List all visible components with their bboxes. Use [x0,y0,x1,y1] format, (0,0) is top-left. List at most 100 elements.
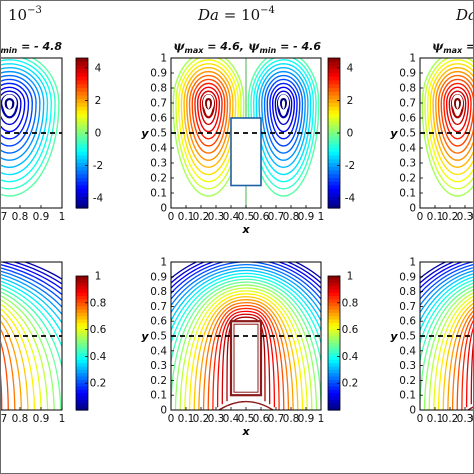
colorbar-segment [328,118,340,123]
colorbar-tick-label: -2 [93,160,103,172]
y-tick-label: 0 [160,405,167,417]
y-tick-label: 0 [409,405,416,417]
vortex-core [2,94,17,112]
colorbar-segment [76,170,88,175]
x-tick-label: 0 [168,211,175,223]
colorbar-segment [328,125,340,130]
colorbar-tick-label: 2 [95,95,102,107]
streamline [424,58,474,189]
column-titles: 10−3Da = 10−4Da [8,5,474,24]
colorbar-tick-label: 0 [95,128,102,140]
axes-box [0,57,63,209]
colorbar-segment [328,393,340,398]
colorbar-segment [328,65,340,70]
colorbar-segment [76,155,88,160]
colorbar-segment [76,356,88,361]
colorbar-tick-label: -4 [93,193,104,205]
colorbar-segment [76,403,88,408]
panel-isotherms-2: 0 0.10.20.30.40.50.60.70.80.9 100.10.20.30… [141,257,324,439]
x-tick-label: 0.9 [33,211,50,223]
isotherm [465,324,474,408]
colorbar-tick-label: 0.4 [90,351,107,363]
y-tick-label: 0.6 [150,113,167,125]
streamline [0,63,49,176]
x-tick-label: 0.1 [427,211,444,223]
y-tick-label: 0.8 [399,83,416,95]
y-tick-label: 0.4 [399,345,416,357]
isotherm [433,295,474,410]
y-tick-label: 0.2 [399,173,416,185]
colorbar-tick-label: 0.6 [342,324,359,336]
colorbar-2: 4 2 0 -2 -4 [327,57,356,209]
colorbar-segment [76,289,88,294]
colorbar-segment [328,144,340,149]
vortex-core [452,94,463,112]
y-tick-label: 0 [160,203,167,215]
colorbar-tick-label: 0.8 [90,297,107,309]
colorbar-segment [328,406,340,411]
isotherm [226,316,266,402]
streamline [255,63,312,175]
colorbar-tick-label: -2 [345,160,355,172]
colorbar-segment [76,65,88,70]
isotherm [0,294,55,410]
x-tick-label: 0.9 [298,413,315,425]
x-tick-label: 0.2 [193,413,210,425]
streamline [0,90,22,126]
colorbar-segment [76,129,88,134]
colorbar-segment [328,379,340,384]
heated-block [229,320,263,397]
colorbar-segment [328,140,340,145]
isotherm [0,283,62,350]
x-tick-label: 0.7 [0,413,7,425]
colorbar-segment [76,189,88,194]
colorbar-tick-label: 4 [347,62,354,74]
x-tick-label: 0.8 [12,211,29,223]
colorbar-segment [328,58,340,63]
streamline [448,90,467,126]
colorbar-segment [76,286,88,290]
colorbar-segment [76,181,88,187]
colorbar-segment [328,155,340,160]
colorbar-segment [76,144,88,149]
bottom-arc [218,400,274,410]
colorbar-segment [328,151,340,157]
x-tick-label: 1 [318,211,325,223]
isotherm [212,307,280,410]
isotherm [0,319,22,410]
y-tick-label: 0 [409,203,416,215]
colorbar-segment [76,106,88,112]
y-tick-label: 0.6 [399,113,416,125]
psi-annotation: ψmin = - 4.8 [0,39,62,55]
streamline [437,74,474,154]
colorbar-segment [328,103,340,108]
colorbar-segment [76,322,88,327]
streamline [258,67,309,169]
y-tick-label: 0.4 [150,143,167,155]
y-tick-label: 0.8 [399,286,416,298]
tick-labels: 00.10.20.30.40.50.60.70.80.9100.10.20.30… [0,211,65,223]
colorbar-segment [76,309,88,314]
y-tick-label: 0.5 [150,331,167,343]
y-tick-label: 0.7 [150,301,167,313]
colorbar-segment [328,204,340,209]
streamline [0,58,60,197]
streamline [426,59,474,183]
y-tick-label: 0.1 [399,390,416,402]
x-tick-label: 0.4 [223,211,240,223]
colorbar-segment [328,329,340,334]
colorbar-segment [76,88,88,93]
colorbar-tick-label: 0.8 [342,297,359,309]
colorbar-tick-label: 1 [347,271,354,283]
colorbar-segment [328,326,340,331]
colorbar-segment [328,88,340,93]
colorbar-segment [76,276,88,280]
colorbar-segment [328,133,340,138]
colorbar-segment [328,373,340,378]
colorbar-segment [76,193,88,198]
colorbar-segment [328,312,340,317]
colorbar-segment [76,185,88,190]
axes-box [0,261,63,411]
plot-area [0,58,60,197]
